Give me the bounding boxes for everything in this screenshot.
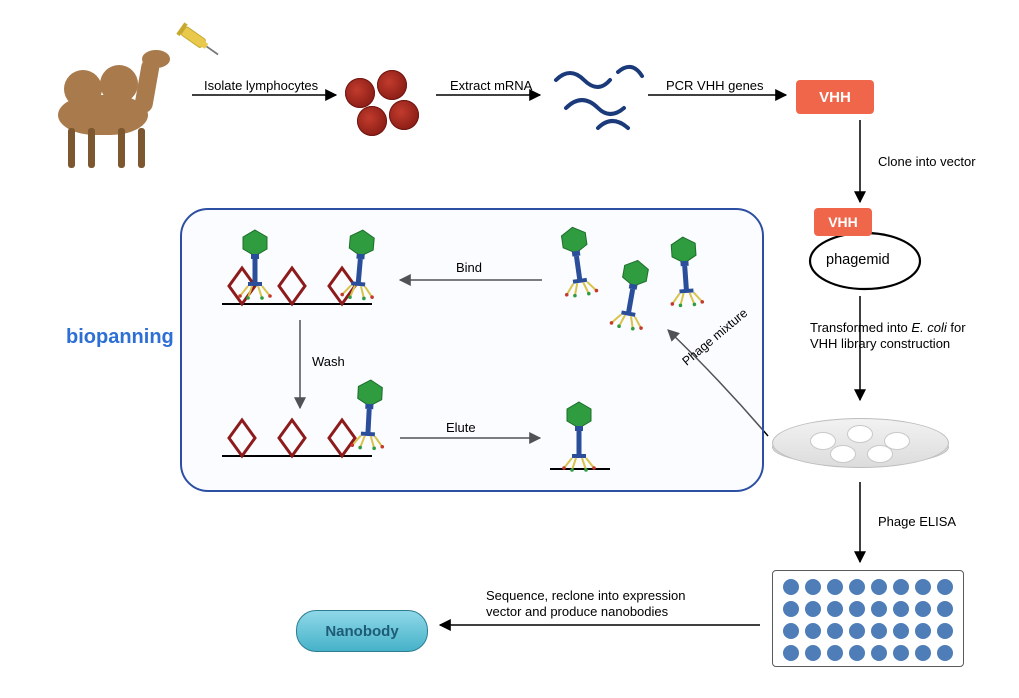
elisa-well xyxy=(871,601,887,617)
phage-icon xyxy=(562,400,596,470)
label-transformed-em: E. coli xyxy=(911,320,946,335)
elisa-well xyxy=(805,579,821,595)
elisa-well xyxy=(893,645,909,661)
mrna-icon xyxy=(548,62,648,142)
elisa-well xyxy=(871,645,887,661)
label-elute: Elute xyxy=(446,420,476,435)
elisa-well xyxy=(871,579,887,595)
elisa-well xyxy=(937,579,953,595)
elisa-well xyxy=(893,601,909,617)
label-transformed-l2: VHH library construction xyxy=(810,336,950,351)
elisa-well xyxy=(783,579,799,595)
nanobody-pill-text: Nanobody xyxy=(325,623,398,640)
label-transformed: Transformed into E. coli for VHH library… xyxy=(810,320,1010,353)
vhh-box-top-text: VHH xyxy=(819,89,851,106)
elisa-well xyxy=(915,601,931,617)
elisa-well xyxy=(915,623,931,639)
lymphocyte-cluster xyxy=(345,70,440,140)
camel-icon xyxy=(30,40,180,158)
nanobody-pill: Nanobody xyxy=(296,610,428,652)
phage-icon xyxy=(666,234,705,306)
elisa-well xyxy=(783,645,799,661)
label-sequence: Sequence, reclone into expression vector… xyxy=(486,588,746,621)
elisa-well xyxy=(893,579,909,595)
phage-icon xyxy=(350,377,388,449)
petri-dish-icon xyxy=(772,410,947,475)
elisa-well xyxy=(937,645,953,661)
label-extract-mrna: Extract mRNA xyxy=(450,78,532,93)
label-transformed-l1b: for xyxy=(947,320,966,335)
vhh-box-phagemid-text: VHH xyxy=(828,214,858,230)
label-sequence-l2: vector and produce nanobodies xyxy=(486,604,668,619)
elisa-well xyxy=(849,601,865,617)
elisa-well xyxy=(849,645,865,661)
elisa-well xyxy=(915,579,931,595)
elisa-well xyxy=(805,645,821,661)
label-bind: Bind xyxy=(456,260,482,275)
diagram-stage: { "canvas": { "width_px": 1019, "height_… xyxy=(0,0,1019,698)
label-sequence-l1: Sequence, reclone into expression xyxy=(486,588,685,603)
label-pcr-vhh: PCR VHH genes xyxy=(666,78,764,93)
elisa-well xyxy=(937,601,953,617)
elisa-well xyxy=(937,623,953,639)
elisa-well xyxy=(827,579,843,595)
elisa-well xyxy=(783,601,799,617)
label-transformed-l1a: Transformed into xyxy=(810,320,911,335)
label-biopanning: biopanning xyxy=(66,326,174,349)
phage-icon xyxy=(238,228,272,298)
label-phagemid: phagemid xyxy=(826,252,890,268)
elisa-well xyxy=(805,601,821,617)
elisa-well xyxy=(915,645,931,661)
vhh-box-top: VHH xyxy=(796,80,874,114)
elisa-well xyxy=(849,579,865,595)
vhh-box-phagemid: VHH xyxy=(814,208,872,236)
elisa-plate-icon xyxy=(772,570,964,667)
elisa-well xyxy=(893,623,909,639)
label-phage-elisa: Phage ELISA xyxy=(878,514,956,529)
elisa-well xyxy=(871,623,887,639)
elisa-well xyxy=(849,623,865,639)
elisa-well xyxy=(827,623,843,639)
label-wash: Wash xyxy=(312,354,345,369)
elisa-well xyxy=(805,623,821,639)
phage-icon xyxy=(340,227,380,300)
elisa-well xyxy=(827,601,843,617)
elisa-well xyxy=(827,645,843,661)
label-isolate-lymphocytes: Isolate lymphocytes xyxy=(204,78,318,93)
elisa-well xyxy=(783,623,799,639)
label-clone-vector: Clone into vector xyxy=(878,154,976,169)
